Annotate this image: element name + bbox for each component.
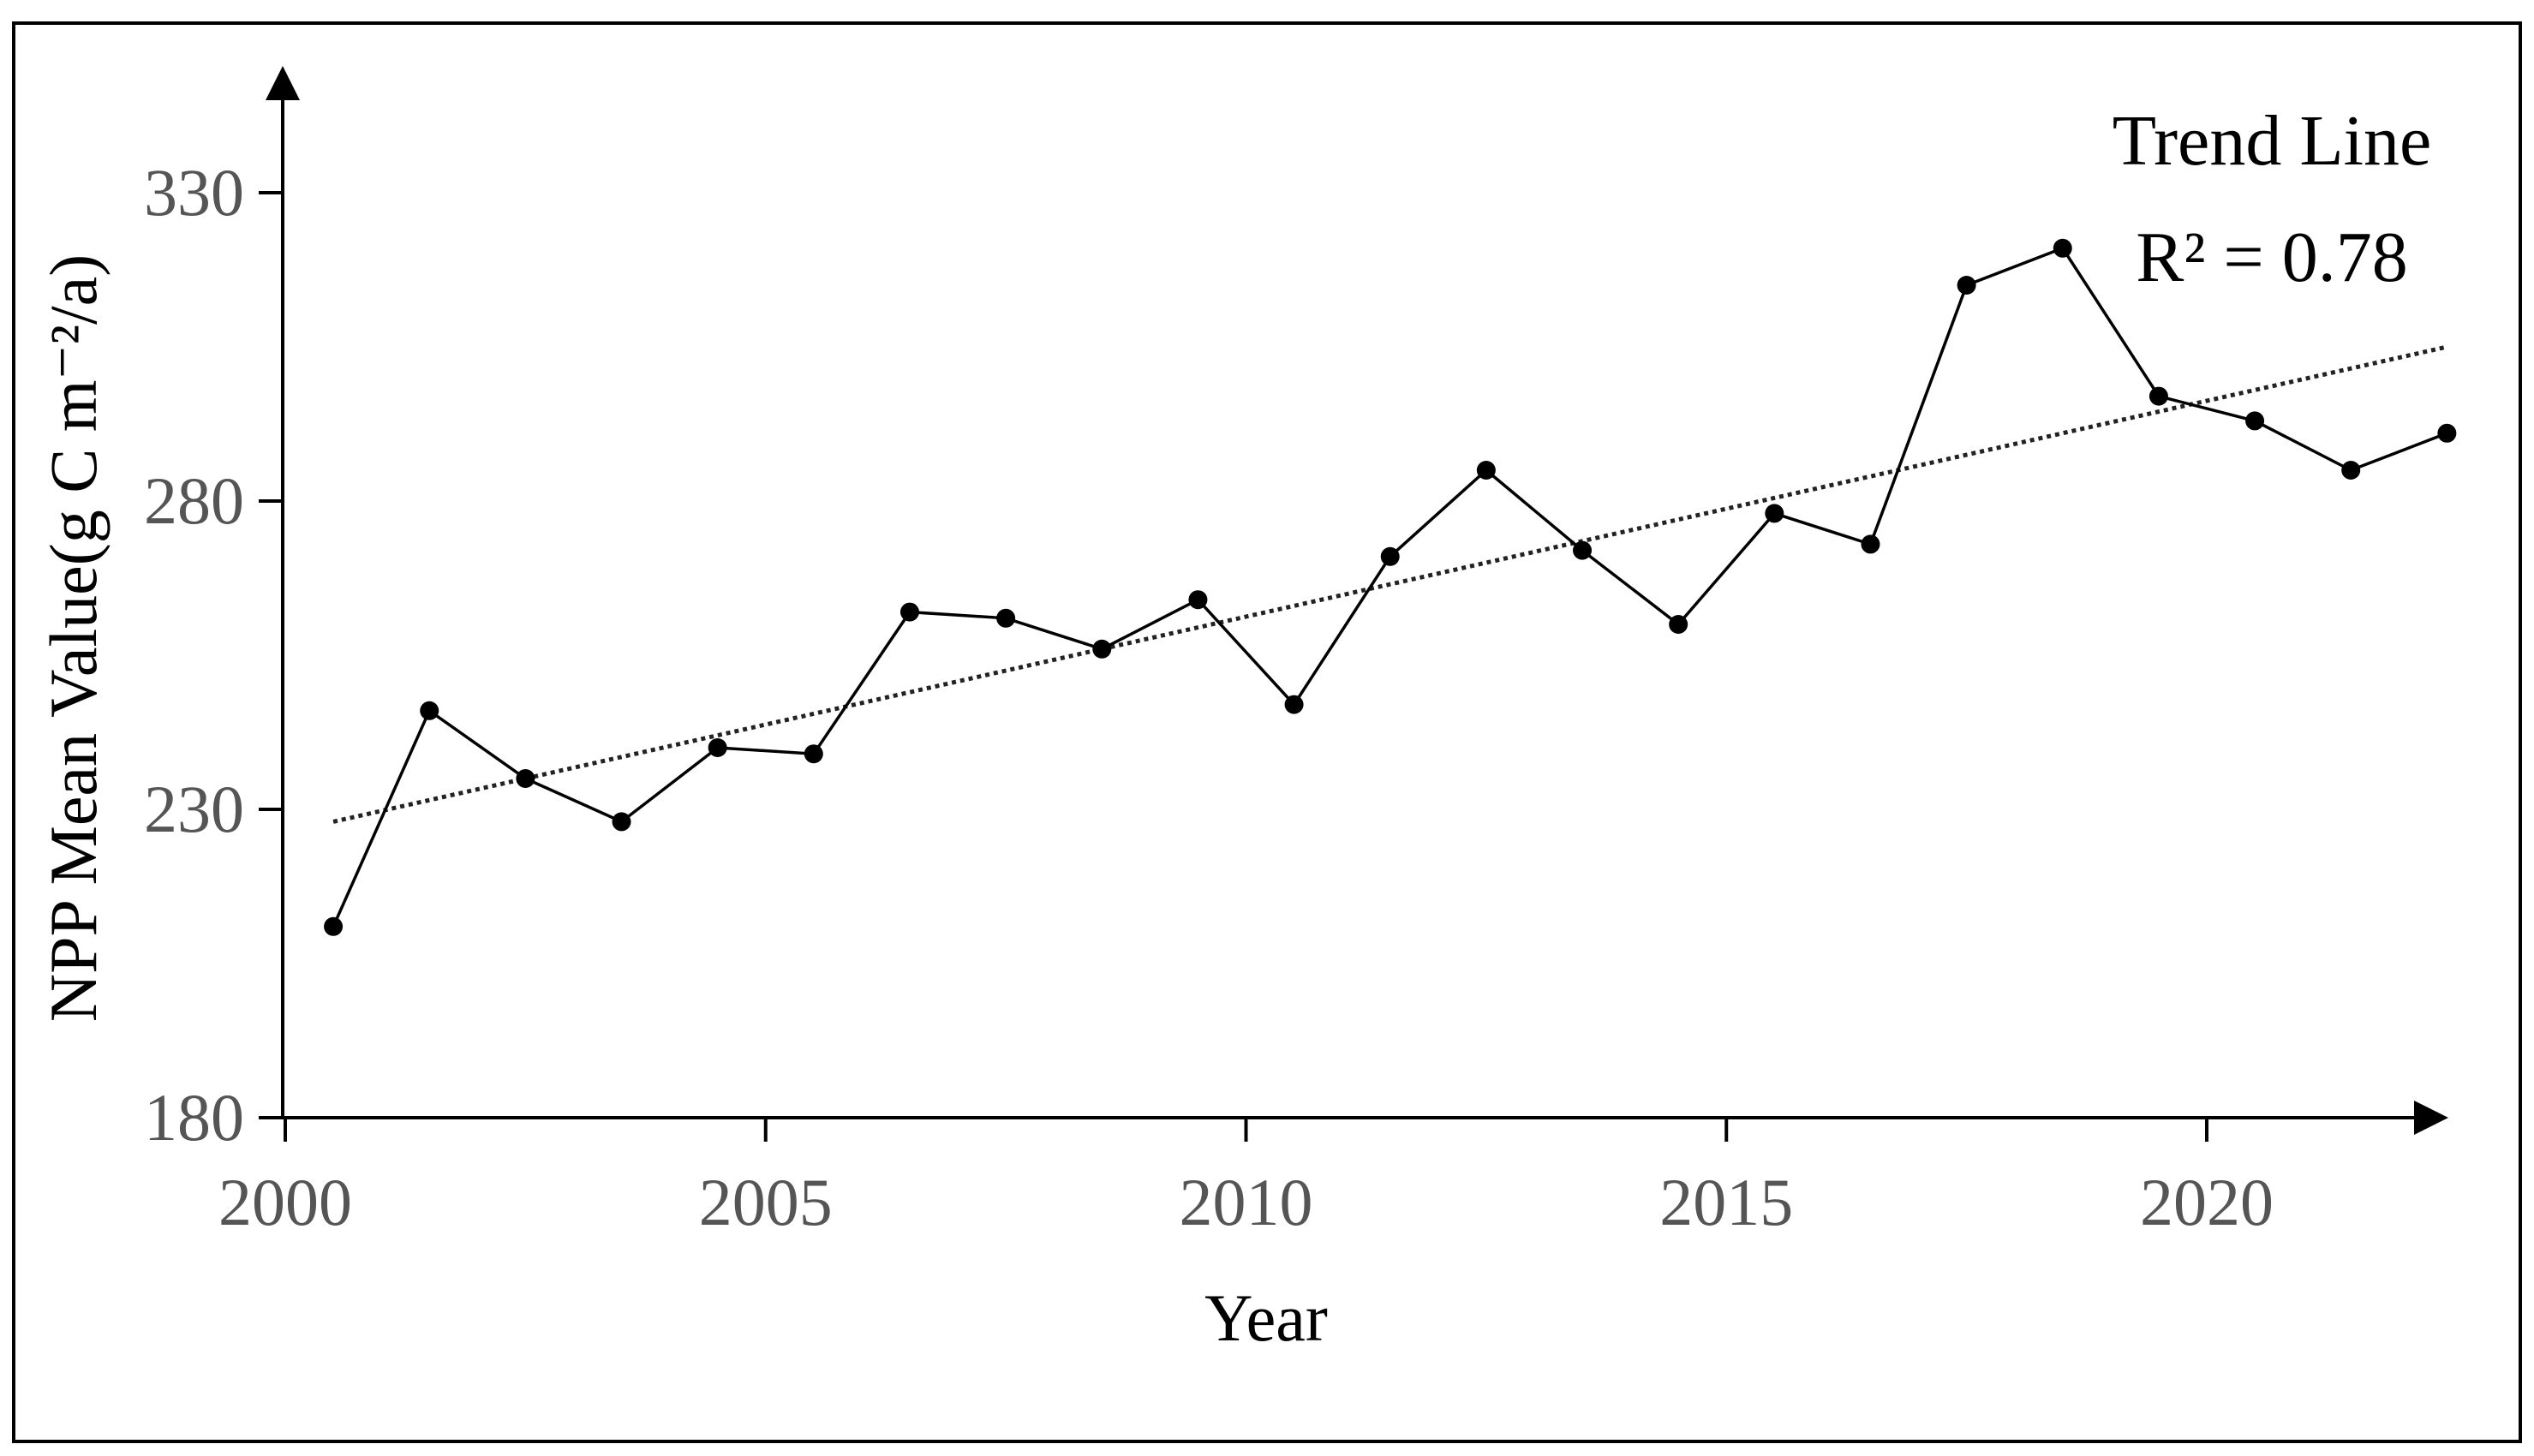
y-axis-ticks: 180 230 280 330 (144, 155, 283, 1155)
trend-line-annotation: Trend Line (2113, 101, 2432, 181)
x-tick-label: 2020 (2140, 1165, 2274, 1239)
data-point (1476, 461, 1496, 480)
x-tick-label: 2005 (699, 1165, 833, 1239)
data-point (996, 608, 1016, 628)
figure-border (12, 21, 2522, 1443)
data-point (420, 701, 439, 720)
data-point (516, 769, 535, 788)
data-points (324, 238, 2457, 936)
data-point (899, 602, 919, 622)
x-tick-label: 2000 (218, 1165, 352, 1239)
data-point (324, 916, 344, 936)
data-point (2149, 386, 2168, 406)
data-point (1861, 534, 1880, 554)
x-axis-title: Year (1204, 1280, 1328, 1355)
y-axis-title: NPP Mean Value(g C m⁻²/a) (36, 254, 111, 1022)
y-tick-label: 230 (144, 772, 244, 846)
data-point (2341, 461, 2361, 480)
y-tick-label: 180 (144, 1080, 244, 1155)
x-tick-label: 2010 (1180, 1165, 1313, 1239)
data-point (1092, 639, 1112, 659)
x-axis-ticks: 2000 2005 2010 2015 2020 (218, 1118, 2274, 1239)
data-point (1284, 695, 1304, 714)
r-squared-annotation: R² = 0.78 (2136, 218, 2408, 297)
trend-line (332, 344, 2447, 824)
data-point (612, 812, 631, 832)
data-point (1380, 546, 1400, 566)
data-point (708, 738, 727, 757)
data-point (1188, 590, 1208, 610)
y-tick-label: 330 (144, 155, 244, 230)
y-tick-label: 280 (144, 463, 244, 538)
data-point (1573, 540, 1593, 560)
x-tick-label: 2015 (1659, 1165, 1793, 1239)
data-point (2053, 238, 2072, 258)
series-line-npp (332, 246, 2448, 928)
data-point (2437, 423, 2457, 443)
data-point (1669, 615, 1688, 634)
data-point (2245, 411, 2265, 431)
data-point (1957, 276, 1976, 295)
data-point (1765, 504, 1784, 523)
data-point (804, 744, 823, 764)
